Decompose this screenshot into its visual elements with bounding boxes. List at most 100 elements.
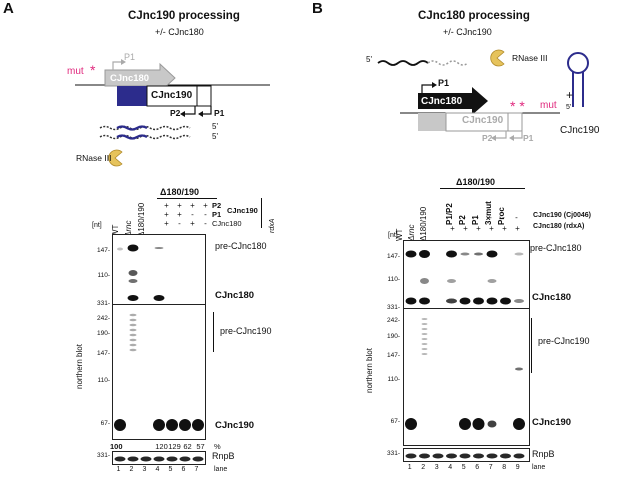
blot-band [421,338,428,340]
blot-band [129,333,137,337]
blot-band [421,328,428,330]
rnpb-label-b: RnpB [532,449,555,459]
lane-numbers-b: 1 2 3 4 5 6 7 8 9 [403,464,525,471]
blot-band [117,247,123,251]
lane-number: 7 [194,466,199,473]
cond-cjnc190-a: CJnc190 [227,206,258,215]
p2-label-a: P2 [170,108,181,118]
blot-band [486,297,498,305]
blot-band [114,456,126,462]
blot-band [421,348,428,350]
condition-sign: - [191,210,194,219]
blot-band [153,419,165,431]
panel-a-subtitle: +/- CJnc180 [155,27,204,37]
blot-band [419,453,430,459]
rnpb-label-a: RnpB [212,451,235,461]
panel-a-locus-diagram [75,59,270,167]
five-prime-1: 5' [212,122,218,131]
condition-sign: + [476,224,481,233]
cond-labels-a: P2 P1 [212,201,222,219]
blot-band [129,338,137,342]
condition-signs-b: - - - - - + + + + + + [446,212,524,234]
pre-cjnc190-label-a: pre-CJnc190 [220,326,272,336]
blot-band [432,453,444,459]
blot-band [166,456,178,462]
nt-label-b: [nt] [388,232,398,239]
panel-letter-a: A [3,0,14,17]
rnase-iii-icon [108,149,123,167]
cjnc190-band-label-a: CJnc190 [215,420,255,431]
blot-band [405,250,417,258]
blot-band [129,318,137,322]
blot-band [487,279,497,283]
blot-band [405,297,417,305]
blot-band [421,318,428,320]
p1-label-a: P1 [214,108,225,118]
lane-number: 5 [461,464,466,471]
condition-sign: - [476,213,479,222]
condition-sign: - [178,219,181,228]
cjnc180-gene-label-b: CJnc180 [421,96,463,107]
lane-word-a: lane [214,466,228,473]
condition-sign: + [450,224,455,233]
condition-sign: + [190,201,195,210]
cjnc190-overlap-region [117,86,147,106]
cjnc190-band-label-b: CJnc190 [532,417,572,428]
blot-band [486,250,498,258]
percent-value: 129 [168,442,181,451]
hairpin-label-b: CJnc190 [560,125,600,136]
blot-band [129,328,137,332]
blot-band [515,367,523,371]
blot-band [514,252,524,256]
five-prime-b: 5' [366,55,372,64]
condition-sign: + [164,219,169,228]
cjnc180-gene-arrow-b [418,87,488,115]
condition-sign: - [463,213,466,222]
percent-unit-a: % [214,442,221,451]
blot-a-cjnc190 [112,304,206,440]
cjnc180-band-label-a: CJnc180 [215,290,255,301]
blot-band [419,297,430,305]
cjnc190-gene-label-a: CJnc190 [151,90,193,101]
mut-star-a: * [90,62,96,78]
blot-band [192,419,204,431]
cjnc180-band-label-b: CJnc180 [532,292,572,303]
condition-signs-a: + + + + + + - - + - + - [160,201,212,228]
condition-sign: - [515,213,518,222]
group-label-b: Δ180/190 [456,177,496,187]
blot-band [129,313,137,317]
ylabel-a: northern blot [75,344,84,389]
condition-sign: + [489,224,494,233]
condition-sign: + [164,210,169,219]
percent-value: 120 [155,442,168,451]
blot-band [179,419,191,431]
pre-cjnc180-label-a: pre-CJnc180 [215,241,267,251]
percent-value: 62 [183,442,192,451]
percent-values-a: 120129 62 57 [155,442,207,451]
blot-band [154,247,164,249]
lane-number: 4 [448,464,453,471]
blot-band [129,343,137,347]
pre-cjnc180-label-b: pre-CJnc180 [530,243,582,253]
panel-b-locus-diagram [377,49,589,141]
lane-number: 1 [116,466,121,473]
cond2-label-b: CJnc180 (rdxA) [533,223,585,230]
blot-band [472,418,485,430]
blot-band [419,250,430,258]
p1-top-label-b: P1 [438,78,450,88]
condition-sign: - [502,213,505,222]
p2-promoter [185,106,196,115]
lane-number: 2 [421,464,426,471]
lane-number: 6 [181,466,186,473]
blot-band [447,279,456,283]
lane-number: 2 [129,466,134,473]
blot-band [459,297,471,305]
blot-band [179,456,191,462]
blot-band [473,297,484,305]
blot-band [192,456,204,462]
blot-band [128,270,138,276]
hairpin-5p-b: 5' [566,104,572,111]
blot-band [459,453,471,459]
blot-band [420,278,429,284]
ylabel-b: northern blot [365,348,374,393]
